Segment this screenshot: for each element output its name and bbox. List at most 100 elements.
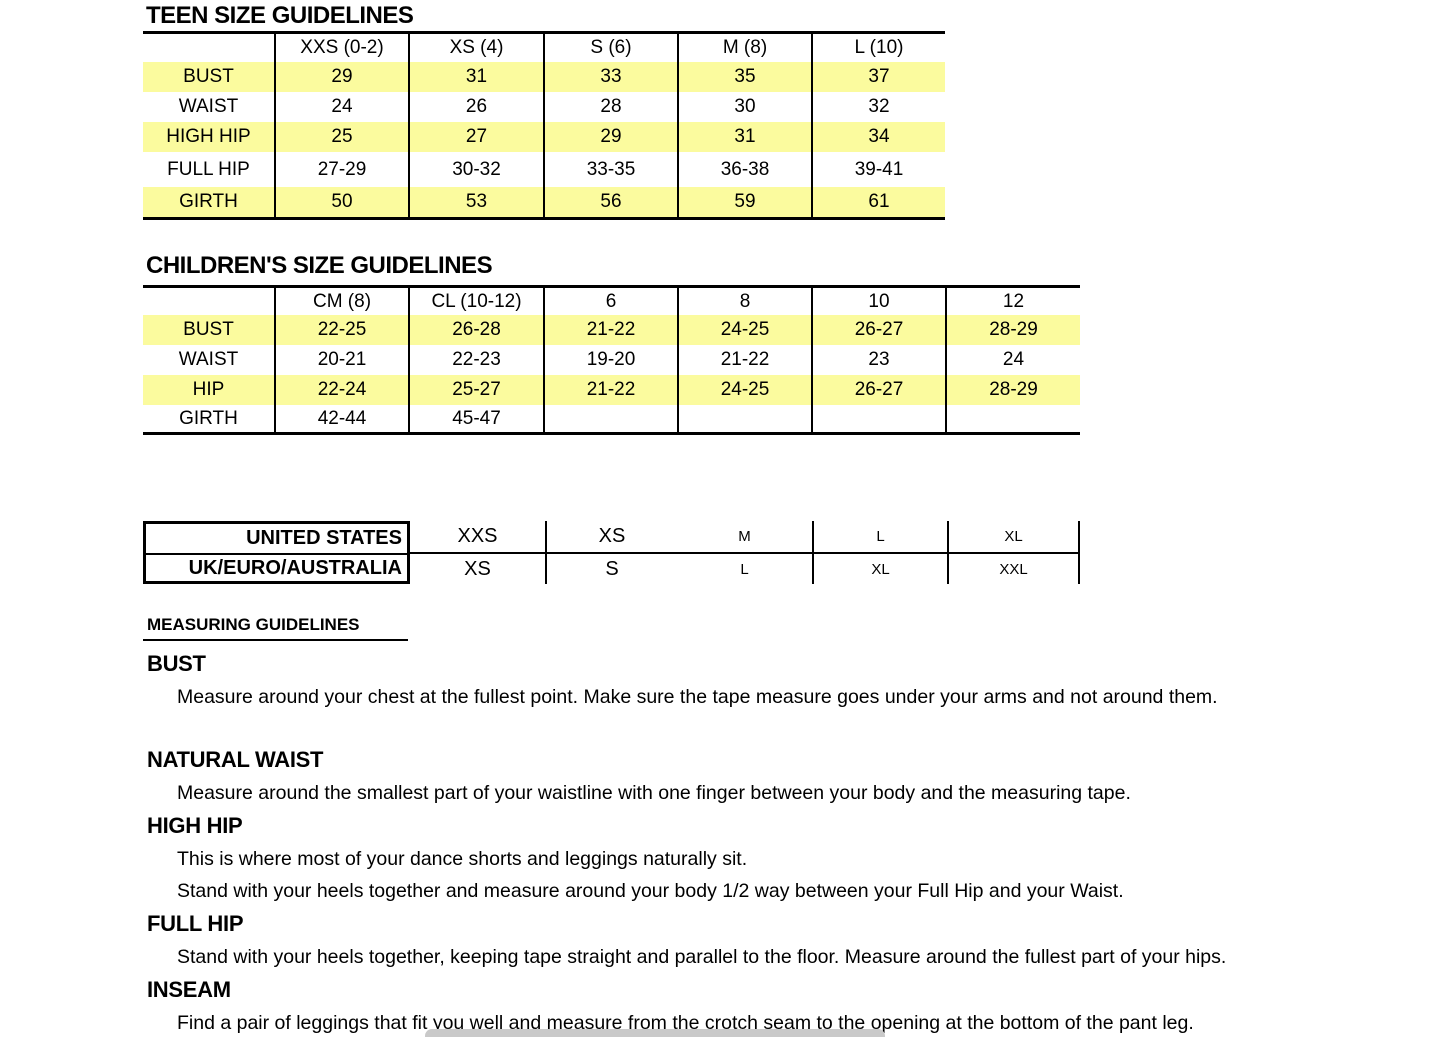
section-heading: HIGH HIP <box>147 813 243 838</box>
size-cell: 39-41 <box>811 152 945 187</box>
size-cell <box>677 405 811 432</box>
section-text: Measure around your chest at the fullest… <box>177 686 1218 708</box>
size-cell <box>811 405 945 432</box>
teen-size-title: TEEN SIZE GUIDELINES <box>146 2 414 29</box>
conversion-label-us: UNITED STATES <box>246 527 402 549</box>
conversion-cell: XL <box>812 554 947 584</box>
column-header: M (8) <box>677 34 811 62</box>
size-cell: 30 <box>677 92 811 122</box>
conversion-cell: M <box>677 521 812 554</box>
row-label: HIP <box>192 379 225 400</box>
column-header: XS (4) <box>408 34 543 62</box>
size-cell: 24 <box>945 345 1080 375</box>
size-cell: 26 <box>408 92 543 122</box>
size-cell: 34 <box>811 122 945 152</box>
column-header: 10 <box>811 288 945 315</box>
size-cell: 59 <box>677 187 811 217</box>
horizontal-scrollbar-thumb[interactable] <box>425 1029 885 1037</box>
conversion-cell: L <box>812 521 947 554</box>
row-label: HIGH HIP <box>166 126 251 147</box>
table-row: HIGH HIP 25 27 29 31 34 <box>143 122 945 152</box>
row-label: FULL HIP <box>167 158 250 180</box>
column-header: L (10) <box>811 34 945 62</box>
size-cell: 21-22 <box>677 345 811 375</box>
section-text: Stand with your heels together and measu… <box>177 880 1124 902</box>
conversion-label-uk: UK/EURO/AUSTRALIA <box>146 553 407 581</box>
column-header: S (6) <box>543 34 677 62</box>
section-high-hip: HIGH HIP This is where most of your danc… <box>143 809 1383 907</box>
section-text: Measure around the smallest part of your… <box>177 782 1131 804</box>
conversion-cell: XL <box>947 521 1080 554</box>
size-cell: 37 <box>811 62 945 92</box>
measuring-guidelines-title: MEASURING GUIDELINES <box>143 613 408 641</box>
size-cell: 36-38 <box>677 152 811 187</box>
size-cell: 28-29 <box>945 315 1080 345</box>
size-cell: 22-25 <box>274 315 408 345</box>
section-bust: BUST Measure around your chest at the fu… <box>143 647 1383 713</box>
row-label: WAIST <box>178 349 239 370</box>
column-header: CM (8) <box>274 288 408 315</box>
size-cell: 53 <box>408 187 543 217</box>
size-cell: 42-44 <box>274 405 408 432</box>
size-cell: 26-27 <box>811 315 945 345</box>
section-natural-waist: NATURAL WAIST Measure around the smalles… <box>143 743 1383 809</box>
size-cell: 23 <box>811 345 945 375</box>
row-label: BUST <box>183 319 234 340</box>
table-row: BUST 29 31 33 35 37 <box>143 62 945 92</box>
size-cell: 24 <box>274 92 408 122</box>
size-cell: 24-25 <box>677 375 811 405</box>
conversion-cell: L <box>740 560 749 578</box>
children-header-row: CM (8) CL (10-12) 6 8 10 12 <box>143 288 1080 315</box>
conversion-label-box: UNITED STATES UK/EURO/AUSTRALIA <box>143 521 410 584</box>
table-row: WAIST 20-21 22-23 19-20 21-22 23 24 <box>143 345 1080 375</box>
size-cell: 19-20 <box>543 345 677 375</box>
size-cell: 31 <box>677 122 811 152</box>
size-cell: 61 <box>811 187 945 217</box>
conversion-cell: XXS <box>410 521 545 554</box>
column-header: 6 <box>543 288 677 315</box>
row-label: GIRTH <box>179 191 238 212</box>
section-heading: FULL HIP <box>147 911 244 936</box>
size-cell: 45-47 <box>408 405 543 432</box>
section-text: Stand with your heels together, keeping … <box>177 946 1227 968</box>
size-cell: 32 <box>811 92 945 122</box>
size-cell: 22-23 <box>408 345 543 375</box>
size-cell: 28 <box>543 92 677 122</box>
column-header: 8 <box>677 288 811 315</box>
conversion-values: XXS XS M L XL XS S L XL XXL <box>410 521 1080 584</box>
children-size-title: CHILDREN'S SIZE GUIDELINES <box>146 252 493 279</box>
section-inseam: INSEAM Find a pair of leggings that fit … <box>143 973 1383 1037</box>
size-cell: 25-27 <box>408 375 543 405</box>
size-cell: 56 <box>543 187 677 217</box>
size-cell <box>543 405 677 432</box>
conversion-cell: XS <box>464 557 491 580</box>
column-header <box>143 34 274 62</box>
row-label: GIRTH <box>179 407 238 429</box>
teen-size-table: XXS (0-2) XS (4) S (6) M (8) L (10) BUST… <box>143 31 945 220</box>
size-cell: 27 <box>408 122 543 152</box>
table-row: GIRTH 50 53 56 59 61 <box>143 187 945 217</box>
row-label: WAIST <box>178 96 239 117</box>
size-cell: 26-28 <box>408 315 543 345</box>
section-heading: NATURAL WAIST <box>147 747 324 772</box>
size-cell: 29 <box>543 122 677 152</box>
measuring-guidelines: MEASURING GUIDELINES BUST Measure around… <box>143 613 1383 1037</box>
column-header: XXS (0-2) <box>274 34 408 62</box>
size-cell: 29 <box>274 62 408 92</box>
size-cell: 24-25 <box>677 315 811 345</box>
size-cell: 21-22 <box>543 375 677 405</box>
column-header: 12 <box>945 288 1080 315</box>
size-cell <box>945 405 1080 432</box>
size-conversion-table: UNITED STATES UK/EURO/AUSTRALIA XXS XS M… <box>143 521 1080 584</box>
size-cell: 26-27 <box>811 375 945 405</box>
size-cell: 28-29 <box>945 375 1080 405</box>
section-full-hip: FULL HIP Stand with your heels together,… <box>143 907 1383 973</box>
row-label: BUST <box>183 66 234 87</box>
size-cell: 50 <box>274 187 408 217</box>
size-cell: 25 <box>274 122 408 152</box>
section-heading: BUST <box>147 651 206 676</box>
section-heading: INSEAM <box>147 977 231 1002</box>
table-row: BUST 22-25 26-28 21-22 24-25 26-27 28-29 <box>143 315 1080 345</box>
column-header <box>143 288 274 315</box>
